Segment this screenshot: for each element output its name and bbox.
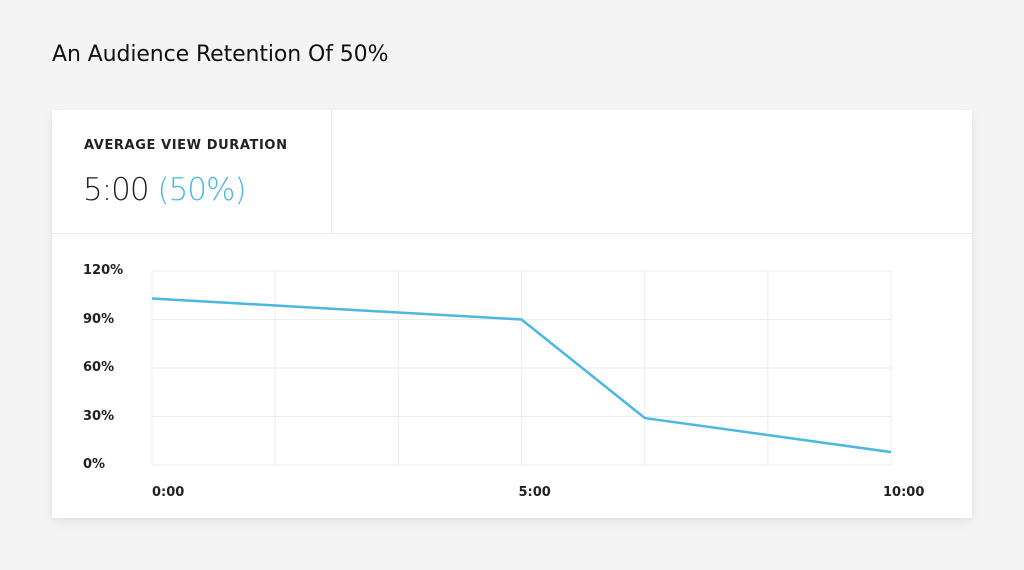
metric-value: 5:00 (50%) xyxy=(83,172,247,208)
metric-duration: 5:00 xyxy=(83,172,150,208)
average-view-duration-metric: AVERAGE VIEW DURATION 5:00 (50%) xyxy=(52,110,332,234)
page-title: An Audience Retention Of 50% xyxy=(52,42,389,67)
retention-card: AVERAGE VIEW DURATION 5:00 (50%) xyxy=(52,110,972,518)
metric-label: AVERAGE VIEW DURATION xyxy=(84,138,288,153)
metric-percent: (50%) xyxy=(157,172,246,208)
card-header: AVERAGE VIEW DURATION 5:00 (50%) xyxy=(52,110,972,234)
